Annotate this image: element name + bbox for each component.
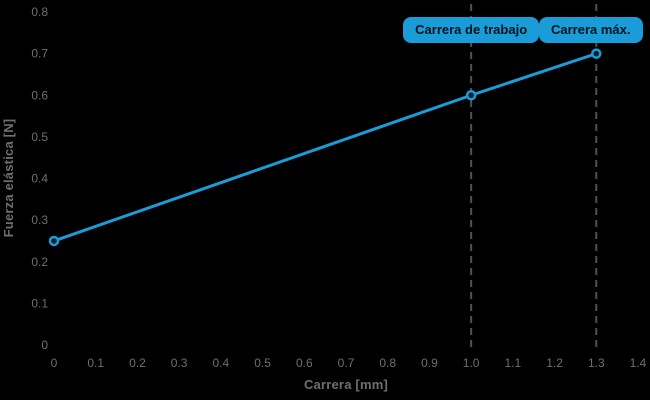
annotation-badge-carrera-max: Carrera máx. (539, 17, 643, 43)
x-tick-label: 0.2 (129, 356, 146, 370)
x-tick-label: 1.0 (463, 356, 480, 370)
x-tick-label: 0.6 (296, 356, 313, 370)
x-tick-label: 1.2 (546, 356, 563, 370)
y-tick-label: 0.1 (31, 296, 48, 310)
annotation-badge-carrera-de-trabajo: Carrera de trabajo (403, 17, 540, 43)
x-tick-label: 0.4 (213, 356, 230, 370)
x-tick-label: 0.7 (338, 356, 355, 370)
series-line (52, 52, 598, 243)
y-tick-label: 0.3 (31, 213, 48, 227)
data-point-marker (465, 90, 477, 101)
x-tick-label: 1.3 (588, 356, 605, 370)
x-tick-label: 0.1 (87, 356, 104, 370)
data-point-marker (591, 48, 602, 59)
x-tick-label: 0.9 (421, 356, 438, 370)
y-tick-label: 0.6 (31, 88, 48, 102)
x-tick-label: 0.3 (171, 356, 188, 370)
y-tick-label: 0.4 (31, 172, 48, 186)
x-tick-label: 1.4 (630, 356, 647, 370)
x-tick-label: 0.8 (379, 356, 396, 370)
x-axis-title: Carrera [mm] (303, 377, 389, 392)
x-tick-label: 0 (51, 356, 58, 370)
y-tick-label: 0.7 (31, 47, 48, 61)
y-axis-title: Fuerza elástica [N] (1, 118, 16, 238)
y-tick-label: 0 (41, 338, 48, 352)
y-tick-label: 0.5 (31, 130, 48, 144)
x-tick-label: 0.5 (254, 356, 271, 370)
x-tick-label: 1.1 (505, 356, 522, 370)
data-point-marker (48, 235, 60, 247)
y-tick-label: 0.2 (31, 255, 48, 269)
y-tick-label: 0.8 (31, 5, 48, 19)
